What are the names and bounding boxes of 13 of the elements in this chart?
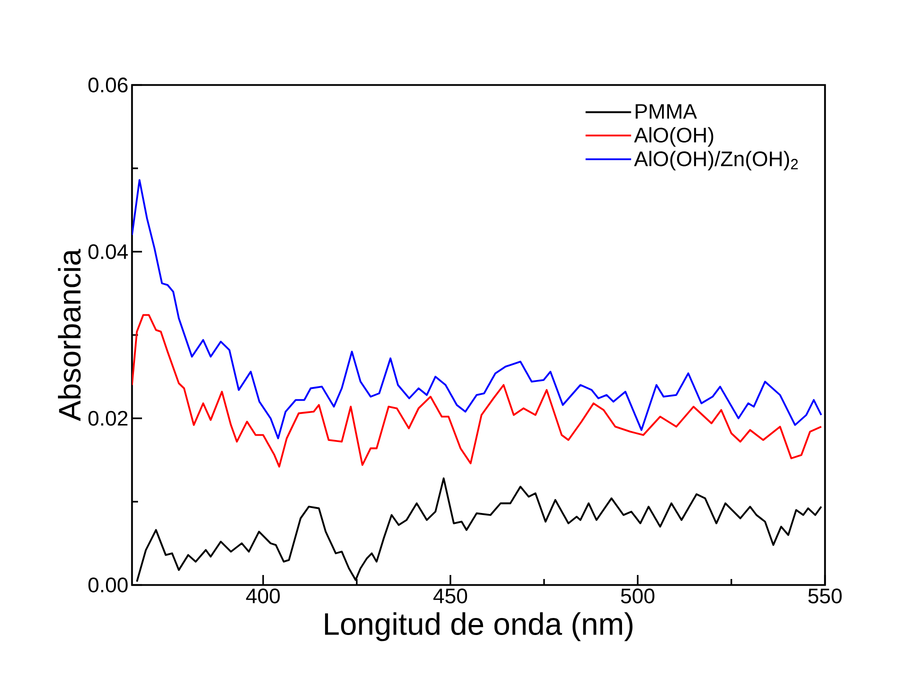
- y-tick-label: 0.06: [88, 78, 128, 92]
- x-tick-label: 400: [246, 588, 280, 604]
- y-tick-label: 0.02: [88, 410, 128, 426]
- x-tick-label: 550: [808, 588, 842, 604]
- legend-label: AlO(OH): [634, 127, 714, 147]
- y-axis-title: Absorbancia: [58, 248, 81, 422]
- x-tick-label: 500: [621, 588, 654, 604]
- legend-label: PMMA: [636, 104, 697, 119]
- x-tick-label: 450: [433, 588, 468, 604]
- x-axis-title: Longitud de onda (nm): [325, 612, 632, 642]
- y-tick-label: 0.00: [88, 578, 128, 592]
- y-tick-label: 0.04: [88, 244, 128, 260]
- legend-label: AlO(OH)/Zn(OH)$_{2}$: [634, 150, 798, 170]
